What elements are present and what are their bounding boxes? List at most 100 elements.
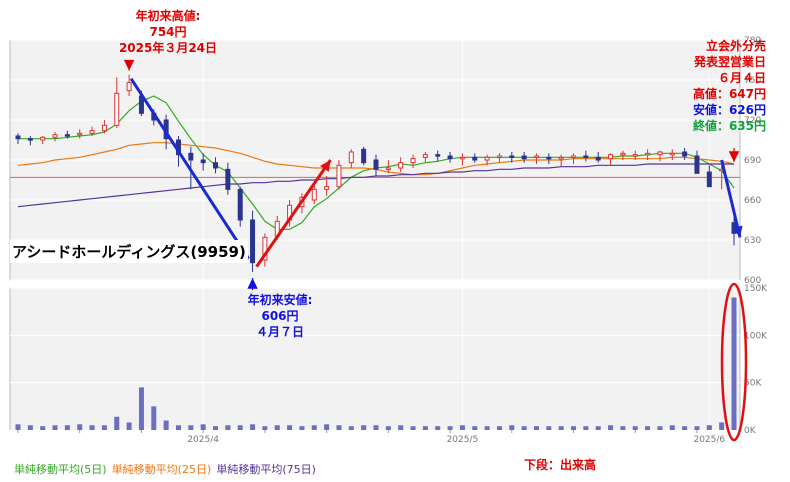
candle-body	[336, 164, 342, 188]
announce-high: 高値：647円	[692, 87, 766, 101]
volume-bar	[731, 297, 737, 430]
candle-body	[595, 156, 601, 161]
x-tick-label: 2025/5	[447, 435, 479, 445]
volume-bar	[348, 426, 354, 430]
candle-body	[126, 82, 132, 92]
candle-body	[52, 134, 58, 138]
candle-body	[398, 162, 404, 169]
candle-body	[188, 152, 194, 161]
legend-ma5: 単純移動平均(5日)	[14, 463, 107, 476]
volume-bar	[311, 425, 317, 430]
volume-bar	[620, 426, 626, 430]
volume-bar	[521, 426, 527, 430]
candle-body	[27, 138, 33, 141]
final-drop-arrow	[720, 159, 742, 238]
candle-body	[101, 124, 107, 132]
volume-tick-label: 50K	[744, 379, 762, 389]
candle-body	[484, 156, 490, 161]
candle-body	[694, 155, 700, 174]
legend-ma75: 単純移動平均(75日)	[216, 463, 316, 476]
candle-body	[558, 156, 564, 160]
candle-body	[348, 151, 354, 164]
candle-body	[225, 168, 231, 190]
announce-low: 安値：626円	[692, 103, 766, 117]
candle-body	[422, 154, 428, 158]
volume-bar	[213, 426, 219, 430]
volume-bar	[262, 426, 268, 430]
volume-bar	[361, 425, 367, 430]
low-annotation-line2: 606円	[261, 309, 299, 323]
volume-bar	[138, 387, 144, 430]
low-annotation-line3: ４月７日	[255, 325, 304, 339]
volume-bar	[533, 426, 539, 430]
volume-bar	[274, 425, 280, 430]
volume-bar	[398, 425, 404, 430]
volume-bar	[15, 424, 21, 430]
x-tick-label: 2025/4	[187, 435, 219, 445]
volume-panel-label: 下段：出来高	[524, 458, 597, 472]
volume-bar	[472, 426, 478, 430]
candle-body	[533, 155, 539, 158]
candle-body	[571, 155, 577, 158]
candle-body	[546, 156, 552, 160]
high-annotation-line2: 754円	[149, 25, 187, 39]
volume-bar	[52, 425, 58, 430]
candle-body	[657, 151, 663, 156]
volume-bar	[40, 426, 46, 430]
volume-bar	[385, 426, 391, 430]
candle-body	[385, 167, 391, 170]
candle-body	[632, 154, 638, 157]
candle-body	[77, 132, 83, 136]
candle-body	[472, 156, 478, 161]
final-drop-arrow-head	[732, 225, 743, 238]
high-annotation-line1: 年初来高値:	[135, 9, 201, 23]
volume-bar	[459, 425, 465, 430]
candle-body	[250, 219, 256, 264]
legend: 単純移動平均(5日) 単純移動平均(25日) 単純移動平均(75日)	[14, 458, 316, 477]
candle-body	[262, 236, 268, 261]
price-tick-label: 750	[744, 76, 761, 86]
volume-bar	[558, 426, 564, 430]
candle-body	[583, 155, 589, 158]
legend-ma25: 単純移動平均(25日)	[111, 463, 212, 476]
candle-body	[213, 162, 219, 169]
volume-bar	[509, 425, 515, 430]
candle-body	[496, 155, 502, 158]
low-annotation-line1: 年初来安値:	[247, 293, 313, 307]
volume-bar	[583, 426, 589, 430]
announce-line2: 発表翌営業日	[693, 55, 766, 69]
volume-bar	[422, 426, 428, 430]
candle-body	[459, 156, 465, 160]
volume-bar	[27, 425, 33, 430]
candle-body	[237, 188, 243, 221]
volume-bar	[632, 426, 638, 430]
volume-bar	[77, 424, 83, 430]
volume-bar	[719, 422, 725, 430]
volume-bar	[163, 420, 169, 430]
candle-body	[40, 136, 46, 141]
volume-tick-label: 100K	[744, 331, 768, 341]
rebound-arrow	[255, 159, 332, 268]
announce-pointer-arrow-head	[728, 151, 740, 162]
volume-bar	[151, 406, 157, 430]
low-pointer-arrow-head	[247, 278, 258, 289]
volume-panel: 150K 100K 50K 0K 2025/4 2025/5 2025/6	[9, 284, 768, 445]
volume-bar	[200, 424, 206, 430]
candle-body	[669, 152, 675, 156]
volume-bar	[694, 426, 700, 430]
high-annotation-line3: 2025年３月24日	[118, 41, 218, 55]
price-tick-label: 720	[744, 116, 761, 126]
candle-body	[89, 130, 95, 134]
x-tick-label: 2025/6	[693, 435, 725, 445]
volume-bar	[669, 425, 675, 430]
volume-bar	[657, 426, 663, 430]
volume-bar	[299, 426, 305, 430]
volume-bar	[373, 425, 379, 430]
low-annotation: 年初来安値: 606円 ４月７日	[220, 292, 340, 340]
volume-plot-area	[9, 287, 741, 431]
price-tick-label: 630	[744, 236, 761, 246]
volume-bar	[114, 416, 120, 430]
volume-bar	[496, 426, 502, 430]
candle-body	[200, 159, 206, 164]
candle-body	[410, 158, 416, 164]
